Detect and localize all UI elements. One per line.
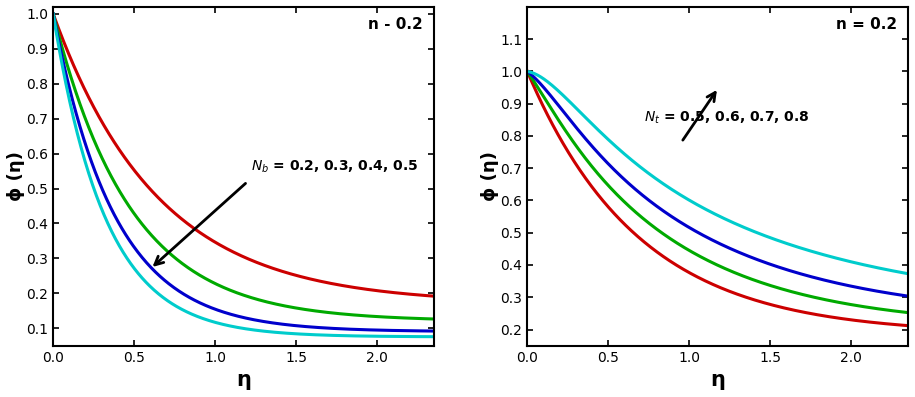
Text: $N_b$ = 0.2, 0.3, 0.4, 0.5: $N_b$ = 0.2, 0.3, 0.4, 0.5	[251, 158, 418, 175]
Y-axis label: ϕ (η): ϕ (η)	[481, 151, 499, 201]
X-axis label: η: η	[710, 370, 725, 390]
X-axis label: η: η	[236, 370, 251, 390]
Y-axis label: ϕ (η): ϕ (η)	[7, 151, 25, 201]
Text: n - 0.2: n - 0.2	[368, 17, 423, 32]
Text: $N_t$ = 0.5, 0.6, 0.7, 0.8: $N_t$ = 0.5, 0.6, 0.7, 0.8	[644, 110, 810, 126]
Text: n = 0.2: n = 0.2	[835, 17, 897, 32]
